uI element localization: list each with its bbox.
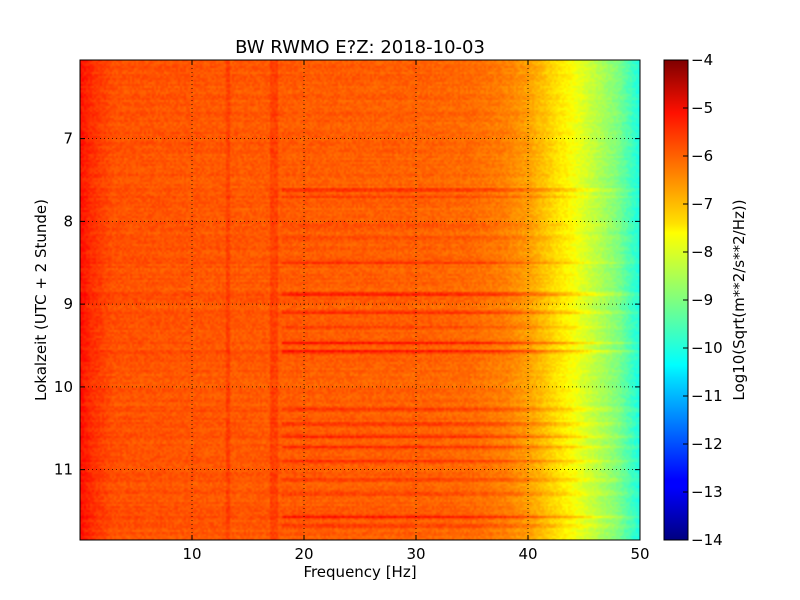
colorbar-tick-label: −7 — [691, 195, 713, 213]
colorbar-label: Log10(Sqrt(m**2/s**2/Hz)) — [730, 199, 748, 400]
colorbar-tick-label: −10 — [691, 339, 723, 357]
x-tick-label: 30 — [406, 545, 425, 563]
colorbar-tick-label: −11 — [691, 387, 723, 405]
colorbar-ticks: −4 −5 −6 −7 −8 −9 −10 −11 −12 −13 −14 — [683, 51, 723, 549]
plot-frame — [79, 59, 641, 541]
y-tick-label: 9 — [63, 295, 73, 313]
y-tick-label: 10 — [54, 378, 73, 396]
y-tick-label: 8 — [63, 212, 73, 230]
x-tick-label: 40 — [518, 545, 537, 563]
colorbar-tick-label: −12 — [691, 435, 723, 453]
colorbar-tick-label: −14 — [691, 531, 723, 549]
colorbar-tick-label: −6 — [691, 147, 713, 165]
x-axis: 10 20 30 40 50 — [182, 60, 650, 563]
y-axis-label: Lokalzeit (UTC + 2 Stunde) — [32, 199, 50, 401]
chart-title: BW RWMO E?Z: 2018-10-03 — [235, 37, 485, 58]
colorbar-tick-label: −9 — [691, 291, 713, 309]
y-tick-label: 7 — [63, 130, 73, 148]
x-tick-label: 20 — [294, 545, 313, 563]
colorbar-tick-label: −8 — [691, 243, 713, 261]
colorbar: −4 −5 −6 −7 −8 −9 −10 −11 −12 −13 −14 Log10(Sqrt(m… — [663, 51, 748, 549]
x-axis-label: Frequency [Hz] — [303, 563, 416, 581]
y-tick-label: 11 — [54, 461, 73, 479]
colorbar-tick-label: −4 — [691, 51, 713, 69]
x-tick-label: 10 — [182, 545, 201, 563]
y-axis: 7 8 9 10 11 — [54, 130, 640, 479]
grid-lines — [80, 60, 640, 540]
colorbar-tick-label: −5 — [691, 99, 713, 117]
x-tick-label: 50 — [630, 545, 649, 563]
heatmap — [80, 60, 640, 540]
heatmap-image — [80, 60, 640, 540]
colorbar-tick-label: −13 — [691, 483, 723, 501]
